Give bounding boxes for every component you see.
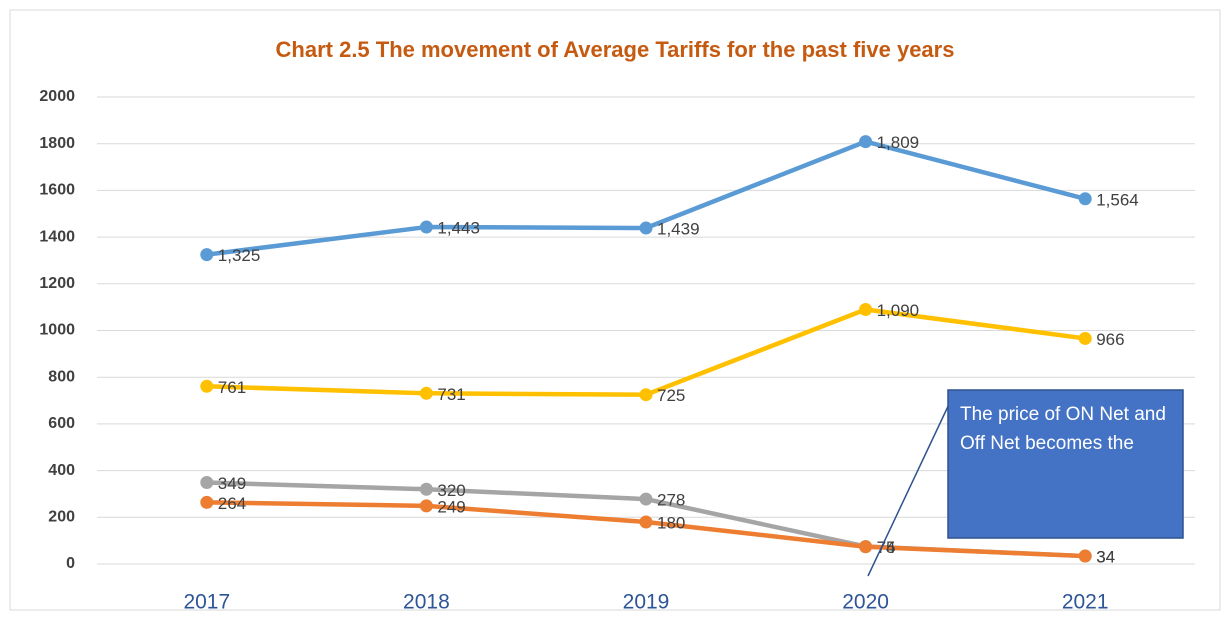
- data-label: 1,439: [657, 219, 700, 238]
- data-label: 278: [657, 491, 685, 510]
- data-point: [200, 476, 214, 490]
- data-point: [419, 386, 433, 400]
- data-point: [1078, 549, 1092, 563]
- data-point: [859, 540, 873, 554]
- data-point: [419, 499, 433, 513]
- y-tick-label: 600: [48, 415, 75, 432]
- data-point: [859, 302, 873, 316]
- y-tick-label: 2000: [39, 88, 75, 105]
- data-label: 75: [877, 538, 896, 557]
- y-tick-label: 1800: [39, 135, 75, 152]
- data-label: 349: [218, 474, 246, 493]
- data-point: [639, 388, 653, 402]
- data-point: [200, 495, 214, 509]
- data-label: 1,090: [877, 301, 920, 320]
- data-label: 1,443: [437, 219, 480, 238]
- x-tick-label: 2017: [183, 591, 230, 614]
- data-point: [859, 135, 873, 149]
- data-point: [1078, 331, 1092, 345]
- data-label: 320: [437, 481, 465, 500]
- data-label: 34: [1096, 548, 1115, 567]
- data-label: 1,809: [877, 133, 920, 152]
- y-tick-label: 400: [48, 462, 75, 479]
- data-point: [639, 221, 653, 235]
- x-tick-label: 2018: [403, 591, 450, 614]
- x-tick-label: 2020: [842, 591, 889, 614]
- data-point: [200, 379, 214, 393]
- data-label: 761: [218, 378, 246, 397]
- data-point: [200, 248, 214, 262]
- callout-pointer: [867, 399, 952, 577]
- data-label: 34: [1096, 548, 1115, 567]
- y-tick-label: 1400: [39, 228, 75, 245]
- x-tick-label: 2019: [623, 591, 670, 614]
- data-point: [639, 515, 653, 529]
- y-tick-label: 200: [48, 509, 75, 526]
- callout: The price of ON Net and Off Net becomes …: [960, 404, 1166, 455]
- x-tick-label: 2021: [1062, 591, 1109, 614]
- data-point: [1078, 192, 1092, 206]
- y-tick-label: 0: [66, 555, 75, 572]
- data-label: 1,564: [1096, 190, 1139, 209]
- data-point: [419, 220, 433, 234]
- data-label: 966: [1096, 330, 1124, 349]
- data-label: 74: [877, 538, 896, 557]
- data-point: [639, 492, 653, 506]
- y-tick-label: 1200: [39, 275, 75, 292]
- data-label: 264: [218, 494, 246, 513]
- data-label: 249: [437, 497, 465, 516]
- y-tick-label: 800: [48, 368, 75, 385]
- data-label: 725: [657, 386, 685, 405]
- callout-text: The price of ON Net and Off Net becomes …: [960, 404, 1166, 455]
- callout-box: [947, 389, 1184, 539]
- data-label: 731: [437, 385, 465, 404]
- plot-area: 0 200 400 600 800 1000 1200 1400 1600 1800 2000 201…: [39, 88, 1195, 614]
- y-tick-label: 1000: [39, 322, 75, 339]
- data-point: [419, 482, 433, 496]
- chart-title: Chart 2.5 The movement of Average Tariff…: [276, 37, 955, 62]
- data-label: 180: [657, 513, 685, 532]
- data-label: 1,325: [218, 246, 261, 265]
- y-tick-label: 1600: [39, 182, 75, 199]
